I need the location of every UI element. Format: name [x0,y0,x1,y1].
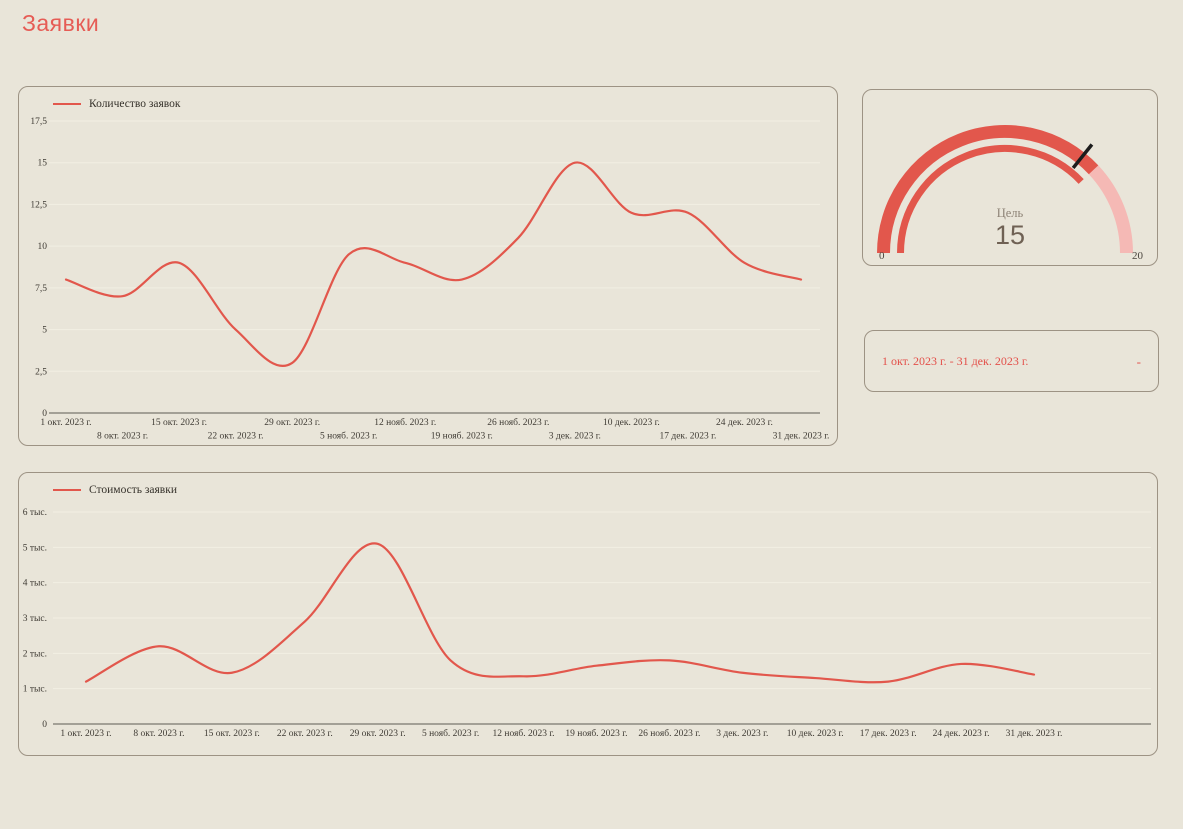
y-axis-label: 10 [38,242,48,252]
y-axis-label: 2,5 [35,367,47,377]
x-axis-label: 1 окт. 2023 г. [60,729,111,739]
legend-line-icon [53,489,81,491]
goal-gauge-chart [877,125,1133,254]
y-axis-label: 0 [42,409,47,419]
applications-count-chart-card: 0 2,5 5 7,5 10 12,5 15 17,5 1 окт. 2023 г. 8 окт.… [18,86,838,446]
x-axis-label: 15 окт. 2023 г. [151,418,207,428]
gauge-target-tick [1071,143,1094,170]
x-axis-label: 29 окт. 2023 г. [350,729,406,739]
gauge-value-arc [877,125,1099,254]
x-axis-label: 24 дек. 2023 г. [716,418,773,428]
applications-count-chart[interactable]: 0 2,5 5 7,5 10 12,5 15 17,5 1 окт. 2023 г. 8 окт.… [19,87,839,447]
page-title: Заявки [22,10,100,36]
date-range-filter[interactable]: 1 окт. 2023 г. - 31 дек. 2023 г. - [864,330,1159,392]
x-axis-label: 29 окт. 2023 г. [264,418,320,428]
y-axis-label: 3 тыс. [23,614,47,624]
y-axis-label: 5 [42,326,47,336]
x-axis-label: 31 дек. 2023 г. [773,432,830,442]
x-axis-label: 31 дек. 2023 г. [1006,729,1063,739]
x-axis-label: 8 окт. 2023 г. [97,432,148,442]
legend-line-icon [53,103,81,105]
series-line [64,161,803,367]
y-axis-label: 0 [42,720,47,730]
x-axis-label: 12 нояб. 2023 г. [493,728,555,739]
y-axis-label: 6 тыс. [23,508,47,518]
x-axis-label: 5 нояб. 2023 г. [320,431,377,442]
y-axis-label: 4 тыс. [23,579,47,589]
x-axis-label: 26 нояб. 2023 г. [487,417,549,428]
x-axis-label: 8 окт. 2023 г. [133,729,184,739]
x-axis-label: 19 нояб. 2023 г. [431,431,493,442]
y-axis-label: 15 [38,159,48,169]
cost-per-application-chart[interactable]: 0 1 тыс. 2 тыс. 3 тыс. 4 тыс. 5 тыс. 6 тыс. 1 о… [19,473,1159,757]
cost-per-application-chart-card: 0 1 тыс. 2 тыс. 3 тыс. 4 тыс. 5 тыс. 6 тыс. 1 о… [18,472,1158,756]
collapse-indicator[interactable]: - [1136,353,1141,369]
legend-label: Стоимость заявки [89,484,177,496]
goal-gauge-card: Цель 15 0 20 [862,89,1158,266]
x-axis-label: 17 дек. 2023 г. [860,729,917,739]
x-axis-label: 19 нояб. 2023 г. [565,728,627,739]
x-axis-label: 24 дек. 2023 г. [933,729,990,739]
gauge-inner-arc [897,145,1084,254]
gauge-max-label: 20 [1132,250,1143,262]
y-axis-label: 17,5 [30,117,47,127]
y-axis-label: 2 тыс. [23,649,47,659]
date-range-value: 1 окт. 2023 г. - 31 дек. 2023 г. [882,353,1029,368]
x-axis-label: 3 дек. 2023 г. [549,432,601,442]
y-axis-label: 5 тыс. [23,543,47,553]
y-axis-label: 1 тыс. [23,685,47,695]
legend-applications-count[interactable]: Количество заявок [53,96,181,112]
x-axis-label: 22 окт. 2023 г. [277,729,333,739]
x-axis-label: 17 дек. 2023 г. [659,432,716,442]
x-axis-label: 1 окт. 2023 г. [40,418,91,428]
x-axis-label: 26 нояб. 2023 г. [638,728,700,739]
legend-label: Количество заявок [89,98,181,110]
legend-cost-per-application[interactable]: Стоимость заявки [53,482,177,498]
x-axis-label: 12 нояб. 2023 г. [374,417,436,428]
gauge-remainder-arc [1088,165,1133,254]
x-axis-label: 5 нояб. 2023 г. [422,728,479,739]
series-line [84,542,1036,684]
gauge-min-label: 0 [879,250,885,262]
y-axis-label: 12,5 [30,200,47,210]
x-axis-label: 3 дек. 2023 г. [716,729,768,739]
x-axis-label: 10 дек. 2023 г. [787,729,844,739]
x-axis-label: 22 окт. 2023 г. [208,432,264,442]
y-axis-label: 7,5 [35,284,47,294]
x-axis-label: 15 окт. 2023 г. [204,729,260,739]
x-axis-label: 10 дек. 2023 г. [603,418,660,428]
